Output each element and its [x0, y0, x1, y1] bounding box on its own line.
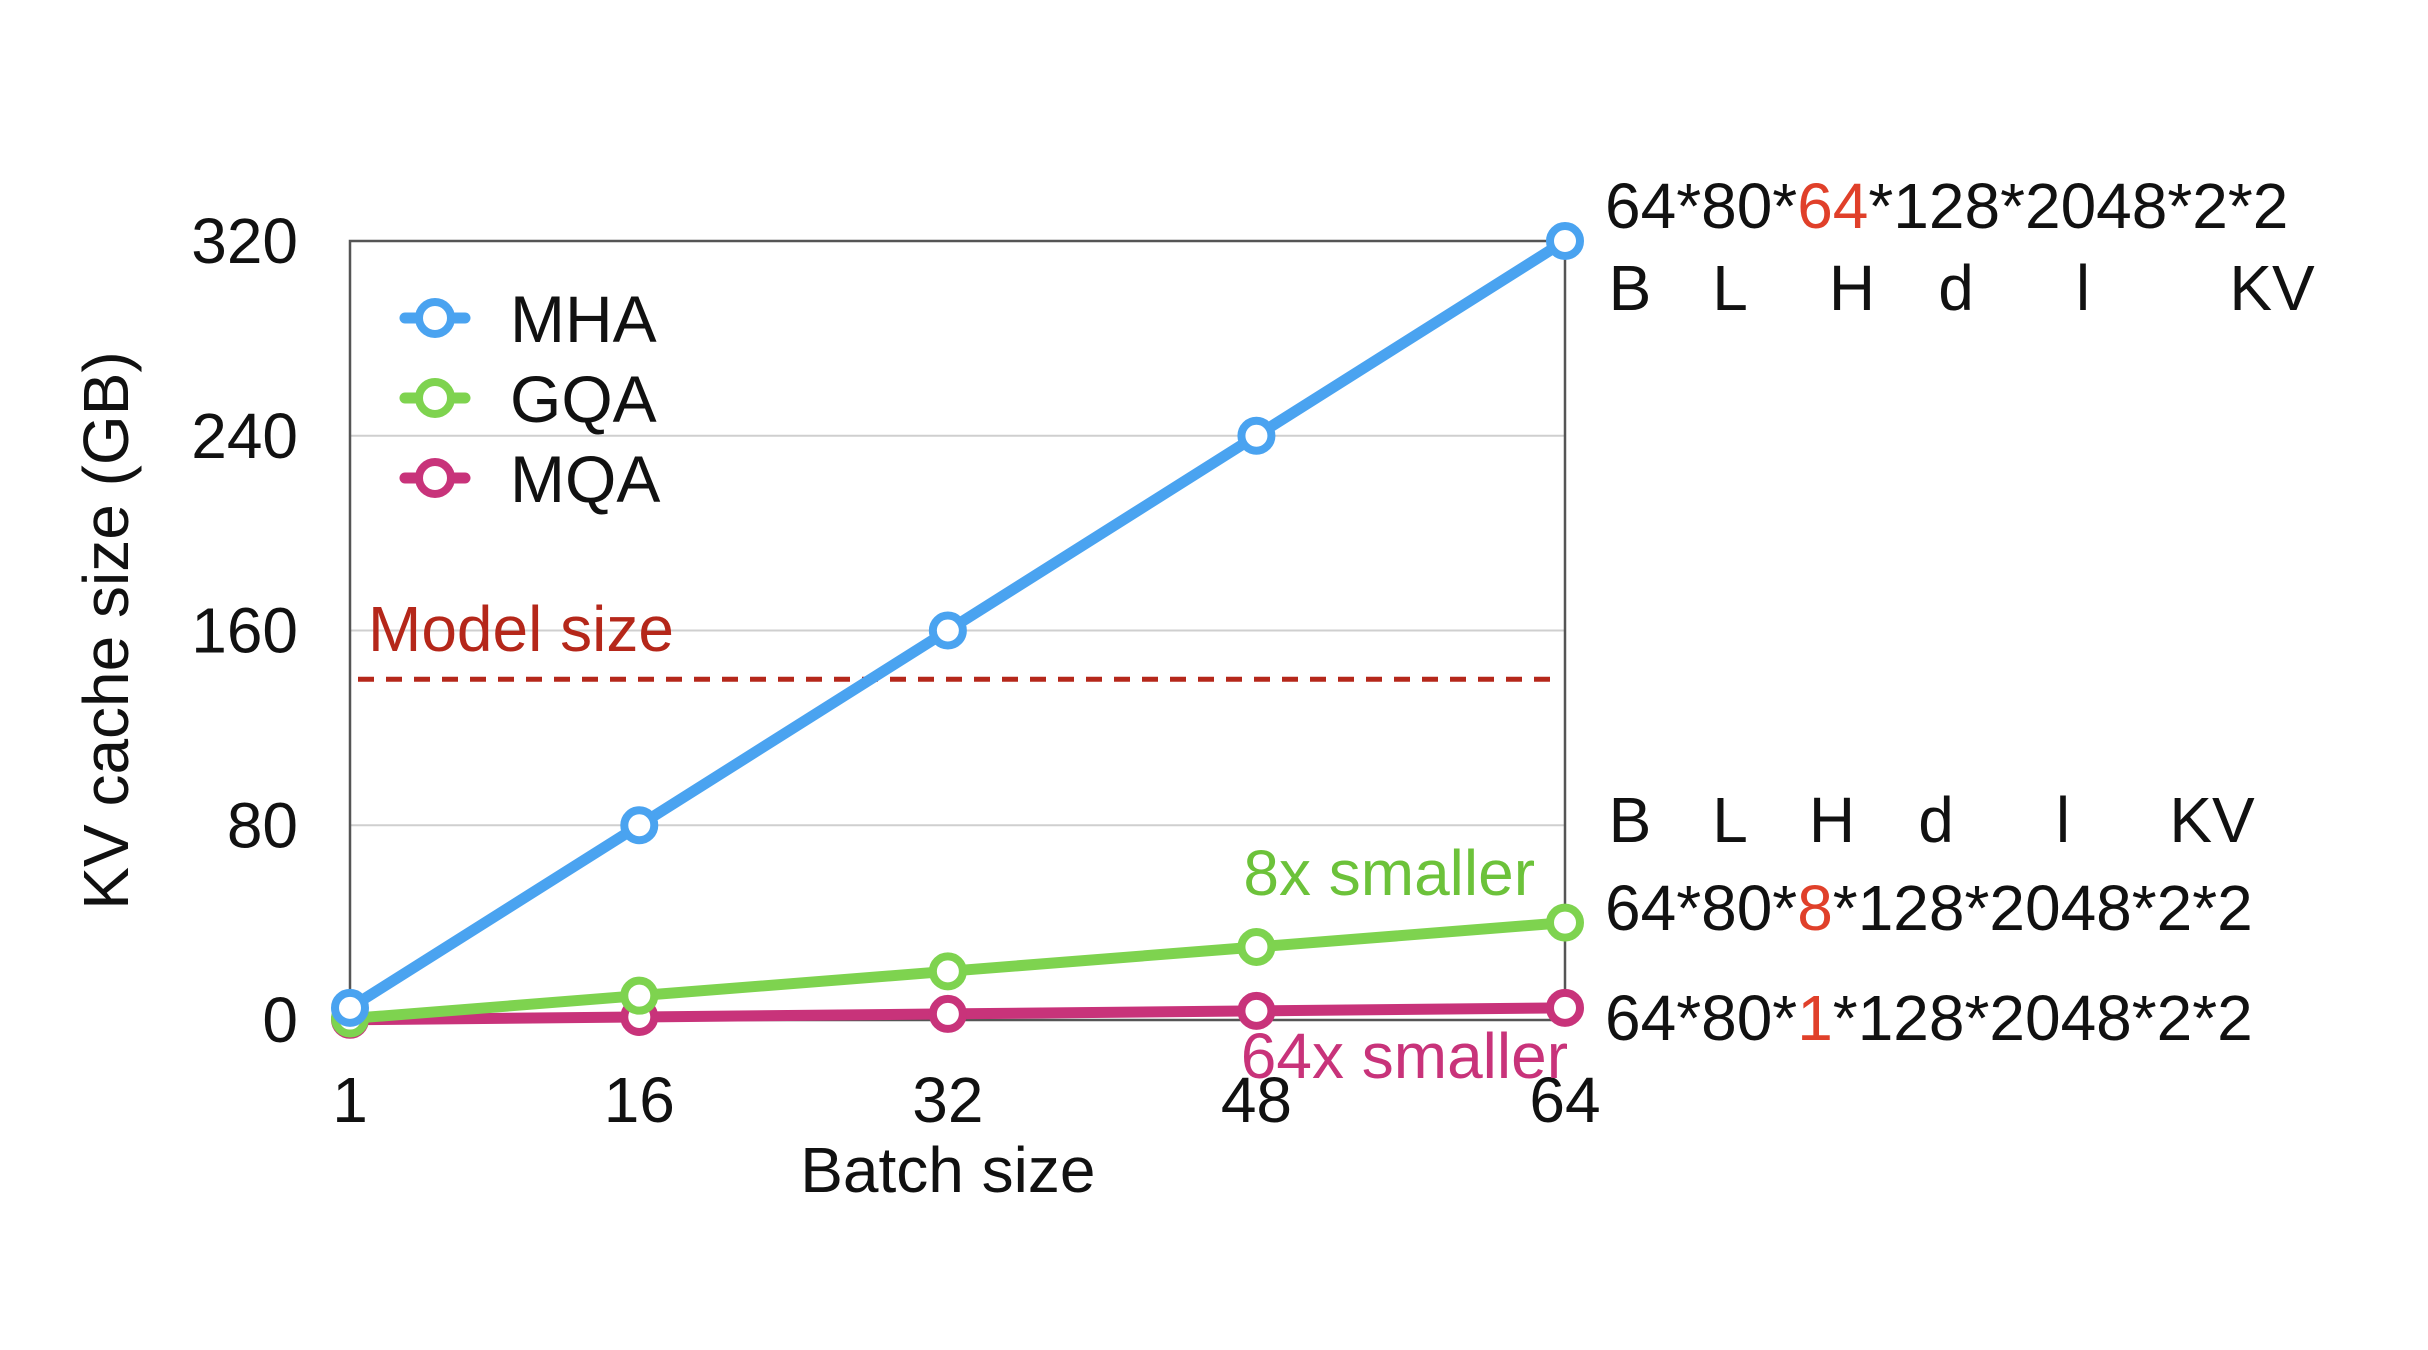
- mqa-annotation: 64x smaller: [1241, 1020, 1568, 1092]
- factor-label: H: [1809, 784, 1855, 856]
- gqa-point: [1546, 903, 1584, 942]
- gqa-formula: 64*80*8*128*2048*2*2: [1605, 872, 2253, 944]
- legend-label: GQA: [510, 362, 657, 436]
- formula-pre: 64*80*: [1605, 170, 1797, 242]
- mha-point: [331, 988, 369, 1027]
- formula-post: *128*2048*2*2: [1868, 170, 2288, 242]
- model-size-label: Model size: [368, 593, 674, 665]
- mha-formula: 64*80*64*128*2048*2*2: [1605, 170, 2288, 242]
- legend-item-gqa: GQA: [399, 362, 657, 436]
- legend-item-mqa: MQA: [399, 442, 660, 516]
- formula-highlight: 8: [1797, 872, 1833, 944]
- mha-point: [1546, 222, 1584, 260]
- factor-label: B: [1609, 784, 1652, 856]
- y-tick-labels: 0 80 160 240 320: [191, 205, 298, 1056]
- y-tick-label: 160: [191, 595, 298, 667]
- gqa-annotation: 8x smaller: [1243, 837, 1535, 909]
- mqa-formula: 64*80*1*128*2048*2*2: [1605, 982, 2253, 1054]
- mqa-point: [1237, 991, 1276, 1030]
- legend-swatch-marker: [415, 458, 455, 498]
- factor-label: KV: [2169, 784, 2255, 856]
- series-group: [331, 222, 1584, 1039]
- mha-point: [928, 611, 967, 650]
- factor-label: KV: [2229, 252, 2315, 324]
- mha-point: [1237, 416, 1276, 455]
- legend-swatch-marker: [415, 378, 455, 418]
- x-tick-label: 48: [1221, 1064, 1292, 1136]
- y-tick-label: 0: [262, 984, 298, 1056]
- x-tick-label: 64: [1529, 1064, 1600, 1136]
- x-tick-labels: 1 16 32 48 64: [332, 1064, 1600, 1136]
- factor-label: d: [1918, 784, 1954, 856]
- factor-label: l: [2076, 252, 2090, 324]
- series-mha: [331, 222, 1584, 1027]
- factor-label: l: [2056, 784, 2070, 856]
- legend-label: MHA: [510, 282, 657, 356]
- y-tick-label: 80: [227, 789, 298, 861]
- gqa-point: [928, 952, 967, 991]
- legend-swatch-marker: [415, 298, 455, 338]
- formula-post: *128*2048*2*2: [1833, 982, 2253, 1054]
- x-tick-label: 16: [604, 1064, 675, 1136]
- mqa-point: [1546, 988, 1584, 1027]
- gqa-point: [1237, 927, 1276, 966]
- y-axis-title: KV cache size (GB): [70, 351, 142, 909]
- factor-label: B: [1609, 252, 1652, 324]
- mha-point: [620, 806, 659, 845]
- mqa-point: [928, 994, 967, 1033]
- factor-label: H: [1829, 252, 1875, 324]
- formula-pre: 64*80*: [1605, 872, 1797, 944]
- gqa-point: [620, 976, 659, 1015]
- formula-post: *128*2048*2*2: [1833, 872, 2253, 944]
- factor-label: d: [1938, 252, 1974, 324]
- legend-item-mha: MHA: [399, 282, 657, 356]
- x-axis-title: Batch size: [800, 1134, 1095, 1206]
- y-tick-label: 240: [191, 400, 298, 472]
- legend-label: MQA: [510, 442, 660, 516]
- formula-highlight: 64: [1797, 170, 1868, 242]
- factor-label: L: [1712, 784, 1748, 856]
- factor-label: L: [1712, 252, 1748, 324]
- formula-pre: 64*80*: [1605, 982, 1797, 1054]
- formula-highlight: 1: [1797, 982, 1833, 1054]
- x-tick-label: 1: [332, 1064, 368, 1136]
- x-tick-label: 32: [912, 1064, 983, 1136]
- y-tick-label: 320: [191, 205, 298, 277]
